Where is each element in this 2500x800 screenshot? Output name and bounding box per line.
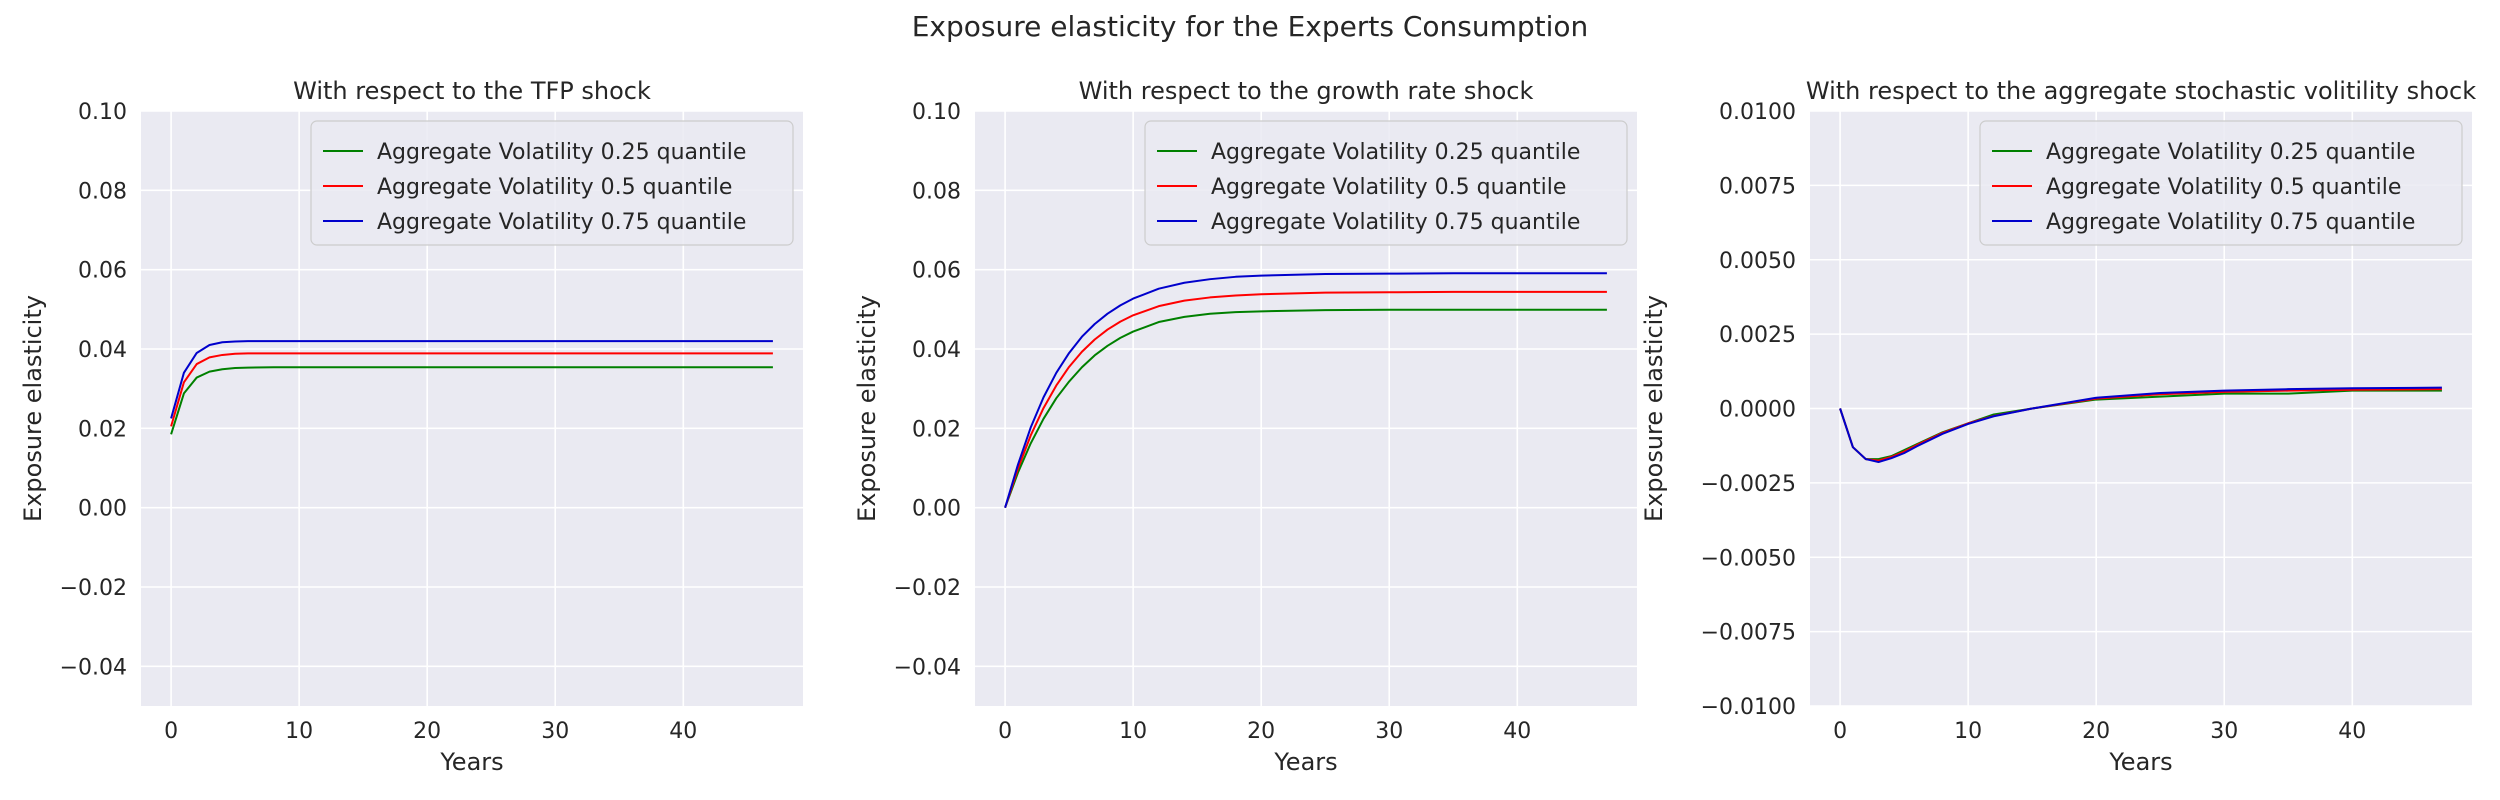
legend: Aggregate Volatility 0.25 quantile Aggreg… (1144, 120, 1628, 246)
series-line-q025 (170, 366, 773, 435)
legend-entry: Aggregate Volatility 0.25 quantile (2046, 140, 2415, 165)
series-line-q05 (170, 352, 773, 427)
y-tick-label: 0.0050 (1719, 249, 1796, 274)
grid (975, 110, 1637, 706)
x-tick-label: 20 (2082, 719, 2110, 744)
x-axis-label: Years (2108, 748, 2172, 776)
chart-panel-tfp-shock: 0 10 20 30 40 −0.04 −0.02 0.00 0.02 0.04 0.06 0.08 0… (19, 77, 803, 776)
series-line-q075 (1004, 272, 1607, 508)
y-tick-label: −0.04 (60, 655, 127, 680)
x-tick-label: 20 (1247, 719, 1275, 744)
legend-entry: Aggregate Volatility 0.75 quantile (2046, 210, 2415, 235)
legend-entry: Aggregate Volatility 0.5 quantile (377, 175, 732, 200)
series-line-q075 (1839, 386, 2442, 464)
x-tick-label: 30 (541, 719, 569, 744)
y-tick-label: 0.08 (912, 179, 961, 204)
series-line-q075 (170, 340, 773, 419)
legend-entry: Aggregate Volatility 0.5 quantile (1211, 175, 1566, 200)
legend-entry: Aggregate Volatility 0.5 quantile (2046, 175, 2401, 200)
x-tick-label: 40 (669, 719, 697, 744)
y-tick-label: −0.0075 (1701, 621, 1796, 646)
y-tick-label: −0.02 (60, 576, 127, 601)
legend-box (1979, 120, 2463, 246)
legend-entry: Aggregate Volatility 0.25 quantile (377, 140, 746, 165)
y-tick-label: −0.02 (894, 576, 961, 601)
x-tick-label: 10 (1119, 719, 1147, 744)
y-axis-label: Exposure elasticity (1640, 295, 1668, 522)
y-tick-label: 0.02 (78, 417, 127, 442)
y-tick-label: 0.0075 (1719, 174, 1796, 199)
y-tick-label: 0.06 (78, 259, 127, 284)
chart-title: With respect to the growth rate shock (1079, 77, 1534, 105)
legend-entry: Aggregate Volatility 0.75 quantile (377, 210, 746, 235)
chart-panel-stochastic-volatility-shock: 0 10 20 30 40 −0.0100 −0.0075 −0.0050 −0.0025 0.0… (1640, 77, 2476, 776)
x-tick-label: 30 (2210, 719, 2238, 744)
y-tick-label: 0.02 (912, 417, 961, 442)
y-tick-label: 0.10 (78, 100, 127, 125)
y-tick-label: −0.0100 (1701, 695, 1796, 720)
x-axis-label: Years (1273, 748, 1337, 776)
legend: Aggregate Volatility 0.25 quantile Aggreg… (1979, 120, 2463, 246)
x-tick-label: 10 (1954, 719, 1982, 744)
figure-title: Exposure elasticity for the Experts Cons… (911, 10, 1589, 43)
x-tick-label: 0 (164, 719, 178, 744)
series-group (170, 340, 773, 435)
chart-panel-growth-rate-shock: 0 10 20 30 40 −0.04 −0.02 0.00 0.02 0.04 0.06 0.08 0… (853, 77, 1637, 776)
legend: Aggregate Volatility 0.25 quantile Aggreg… (310, 120, 794, 246)
series-group (1004, 272, 1607, 509)
x-axis-label: Years (439, 748, 503, 776)
x-tick-label: 40 (2338, 719, 2366, 744)
legend-entry: Aggregate Volatility 0.25 quantile (1211, 140, 1580, 165)
y-tick-label: 0.10 (912, 100, 961, 125)
x-tick-label: 20 (413, 719, 441, 744)
legend-entry: Aggregate Volatility 0.75 quantile (1211, 210, 1580, 235)
y-tick-label: 0.0000 (1719, 398, 1796, 423)
y-tick-label: 0.00 (78, 497, 127, 522)
chart-title: With respect to the TFP shock (293, 77, 651, 105)
x-tick-label: 30 (1375, 719, 1403, 744)
series-line-q025 (1004, 308, 1607, 509)
series-group (1839, 386, 2442, 464)
y-tick-label: −0.0025 (1701, 472, 1796, 497)
y-tick-label: 0.08 (78, 179, 127, 204)
x-tick-label: 0 (1833, 719, 1847, 744)
y-tick-label: −0.0050 (1701, 546, 1796, 571)
y-tick-label: 0.06 (912, 259, 961, 284)
y-axis-label: Exposure elasticity (19, 295, 47, 522)
y-tick-label: 0.00 (912, 497, 961, 522)
x-tick-label: 40 (1503, 719, 1531, 744)
y-tick-label: 0.0025 (1719, 323, 1796, 348)
legend-box (1144, 120, 1628, 246)
chart-title: With respect to the aggregate stochastic… (1806, 77, 2476, 105)
y-tick-label: 0.04 (78, 338, 127, 363)
y-tick-label: 0.0100 (1719, 100, 1796, 125)
y-axis-label: Exposure elasticity (853, 295, 881, 522)
y-tick-label: 0.04 (912, 338, 961, 363)
x-tick-label: 0 (998, 719, 1012, 744)
legend-box (310, 120, 794, 246)
y-tick-label: −0.04 (894, 655, 961, 680)
series-line-q05 (1004, 290, 1607, 508)
x-tick-label: 10 (285, 719, 313, 744)
